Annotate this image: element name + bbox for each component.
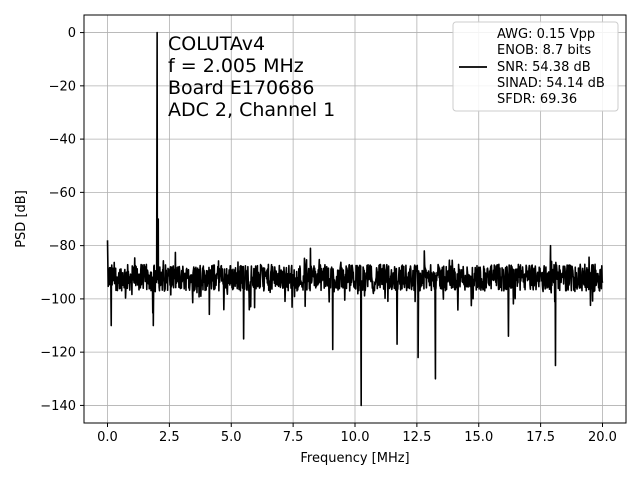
legend-entry-line-3: SNR: 54.38 dB [497, 60, 591, 75]
legend-box [452, 21, 619, 112]
x-tick-label: 17.5 [526, 430, 555, 445]
y-tick-label: −80 [49, 239, 76, 254]
legend: AWG: 0.15 Vpp ENOB: 8.7 bits SNR: 54.38 … [452, 21, 619, 112]
axis-ticks: 0.0 2.5 5.0 7.5 10.0 12.5 15.0 17.5 20.0 0 −20 −40 −… [40, 26, 617, 445]
annotation-line-1: COLUTAv4 [168, 33, 265, 55]
y-tick-label: 0 [68, 26, 76, 41]
legend-entry-line-5: SFDR: 69.36 [497, 92, 577, 107]
x-tick-label: 10.0 [341, 430, 370, 445]
y-tick-label: −20 [49, 79, 76, 94]
legend-entry-line-2: ENOB: 8.7 bits [497, 43, 591, 58]
grid [84, 15, 626, 423]
y-tick-label: −100 [40, 292, 76, 307]
y-axis-label: PSD [dB] [14, 190, 29, 248]
x-tick-label: 20.0 [588, 430, 617, 445]
annotation-line-4: ADC 2, Channel 1 [168, 99, 335, 121]
annotation-line-3: Board E170686 [168, 77, 314, 99]
x-tick-label: 2.5 [159, 430, 180, 445]
y-tick-label: −140 [40, 399, 76, 414]
annotation-block: COLUTAv4 f = 2.005 MHz Board E170686 ADC… [168, 33, 335, 121]
x-tick-label: 12.5 [402, 430, 431, 445]
legend-entry-line-1: AWG: 0.15 Vpp [497, 27, 595, 42]
annotation-line-2: f = 2.005 MHz [168, 55, 304, 77]
x-axis-label: Frequency [MHz] [300, 451, 409, 466]
x-tick-label: 5.0 [221, 430, 242, 445]
y-tick-label: −60 [49, 186, 76, 201]
y-tick-label: −120 [40, 346, 76, 361]
x-tick-label: 0.0 [97, 430, 118, 445]
x-tick-label: 7.5 [283, 430, 304, 445]
legend-entry-line-4: SINAD: 54.14 dB [497, 76, 605, 91]
x-tick-label: 15.0 [464, 430, 493, 445]
y-tick-label: −40 [49, 133, 76, 148]
psd-series-line [106, 31, 604, 407]
plot-frame [83, 14, 627, 424]
